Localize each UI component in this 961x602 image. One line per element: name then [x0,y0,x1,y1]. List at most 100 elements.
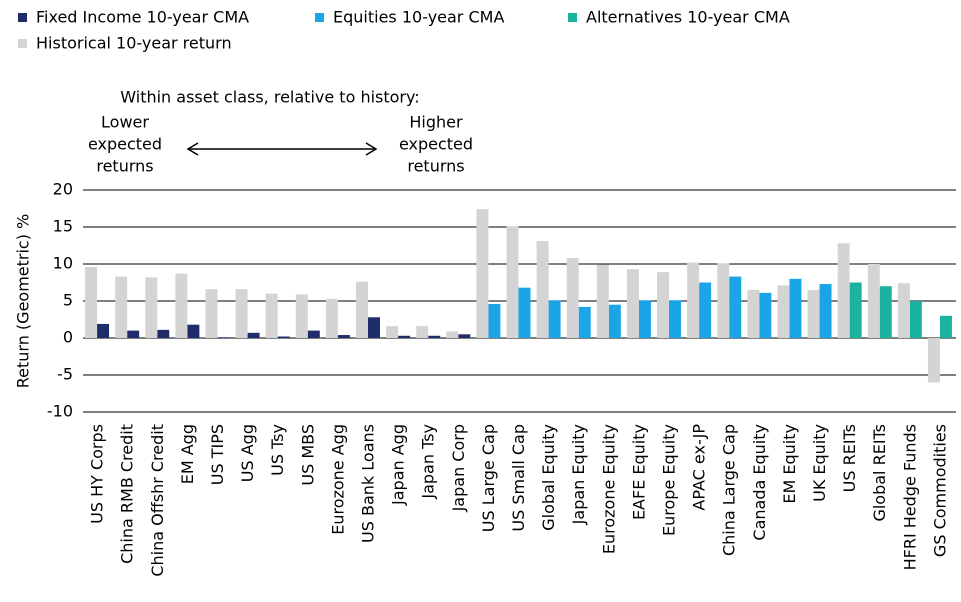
annotation-left: returns [96,157,153,176]
x-tick-label: Eurozone Equity [599,424,618,554]
bar [488,303,501,338]
bar [596,264,609,338]
bar [476,209,489,338]
bar [265,293,278,338]
bar [566,258,579,338]
bar [699,282,712,338]
bar [428,335,441,338]
x-tick-label: US Large Cap [479,424,498,532]
x-tick-label: US Tsy [268,424,287,476]
legend-swatch [315,13,324,22]
y-tick-label: 10 [53,254,73,273]
bar [416,326,429,338]
bar [789,278,802,338]
bar [277,336,290,338]
y-tick-label: -10 [47,402,73,421]
legend-label: Alternatives 10-year CMA [586,8,790,27]
legend-swatch [568,13,577,22]
annotation-left: Lower [101,113,149,132]
bar [807,289,820,338]
bar [578,306,591,338]
arrow [186,142,378,156]
y-tick-label: 20 [53,180,73,199]
bar [759,292,772,338]
bar [205,289,218,338]
x-tick-label: Global Equity [539,424,558,531]
legend-label: Equities 10-year CMA [333,8,504,27]
x-tick-label: US TIPS [208,424,227,485]
bar [398,335,411,338]
bar [157,329,170,338]
bar [506,226,519,338]
y-tick-label: 15 [53,217,73,236]
bar [687,262,700,338]
bar [638,300,651,338]
bar [669,300,682,338]
x-tick-label: US REITs [840,424,859,492]
bar [849,282,862,338]
bar [548,300,561,338]
annotation-right: returns [407,157,464,176]
legend-label: Historical 10-year return [36,34,232,53]
bar [458,334,471,338]
x-tick-label: Europe Equity [660,424,679,536]
bar [307,330,320,338]
bar [446,331,459,338]
bar [355,281,368,338]
x-tick-label: Canada Equity [750,424,769,541]
x-tick-label: Japan Agg [389,424,408,506]
x-tick-label: US Bank Loans [358,424,377,543]
x-tick-label: US HY Corps [88,424,107,524]
bar [518,287,531,338]
bar [247,332,260,338]
bar [837,243,850,338]
bar [97,323,110,338]
x-tick-label: UK Equity [810,424,829,502]
bar [819,283,832,338]
bar [115,276,128,338]
y-tick-label: 0 [63,328,73,347]
annotation-right: Higher [409,113,463,132]
bar [367,317,380,338]
x-tick-label: US Small Cap [509,424,528,532]
bar [235,289,248,338]
bar [626,269,639,338]
legend-swatch [18,13,27,22]
x-tick-label: EM Agg [178,424,197,484]
y-tick-label: 5 [63,291,73,310]
bar [879,286,892,338]
x-tick-label: APAC ex-JP [690,424,709,511]
y-axis-label: Return (Geometric) % [14,214,33,389]
x-tick-label: GS Commodities [930,424,949,557]
bar [295,294,308,338]
bar [337,335,350,338]
legend-label: Fixed Income 10-year CMA [36,8,249,27]
bar [127,330,140,338]
bar [175,273,188,338]
bar [909,301,922,338]
x-tick-label: China RMB Credit [118,424,137,564]
bar [85,266,98,338]
x-tick-label: US Agg [238,424,257,482]
bar [897,283,910,338]
x-tick-label: China Large Cap [720,424,739,556]
bar [657,272,670,338]
bar [717,263,730,338]
bar [747,289,760,338]
x-tick-label: HFRI Hedge Funds [900,424,919,570]
bar [386,326,399,338]
bar [939,315,952,338]
bar [927,338,940,383]
bar [536,241,549,338]
x-tick-label: Eurozone Agg [328,424,347,535]
x-tick-label: EAFE Equity [629,424,648,520]
bar [608,304,621,338]
bar [187,324,200,338]
x-tick-label: Japan Tsy [419,424,438,500]
annotation-header: Within asset class, relative to history: [120,88,419,107]
x-tick-label: Japan Corp [449,424,468,512]
legend-swatch [18,39,27,48]
x-tick-label: Global REITs [870,424,889,522]
y-tick-label: -5 [57,365,73,384]
bar [145,277,158,338]
